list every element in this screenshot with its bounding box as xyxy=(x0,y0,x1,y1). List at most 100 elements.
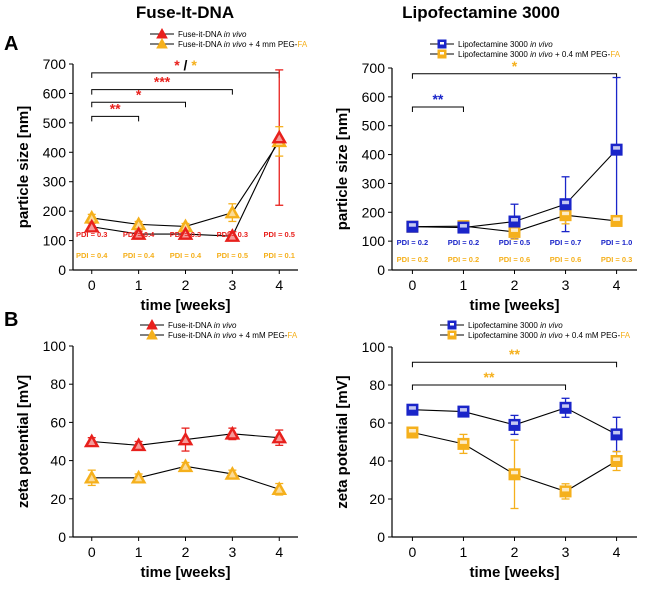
x-tick-label: 1 xyxy=(460,277,468,293)
series-2-point-highlight xyxy=(275,486,283,493)
legend-1-marker-highlight xyxy=(440,42,444,45)
significance-bracket xyxy=(91,101,186,108)
series-2-point-highlight xyxy=(562,211,570,216)
x-tick-label: 1 xyxy=(135,544,143,560)
legend-label-part: Fuse-it-DNA xyxy=(178,40,224,49)
pdi-label: PDI = 0.3 xyxy=(76,230,107,239)
pdi-label: PDI = 0.1 xyxy=(264,251,295,260)
chart-b-fuse-zeta-potential: 0 20 40 60 80 100 0 1 2 3 4 time [weeks] zeta potent… xyxy=(15,318,298,581)
series-2-point-highlight xyxy=(135,221,143,228)
chart-b-lipofectamine-zeta-potential: 0 20 40 60 80 100 0 1 2 3 4 time [weeks] zeta potent… xyxy=(334,320,637,581)
pdi-label: PDI = 0.3 xyxy=(170,230,201,239)
legend-label-part: Fuse-it-DNA xyxy=(168,321,214,330)
legend-label-part: Fuse-it-DNA xyxy=(178,30,224,39)
series-2-point-highlight xyxy=(459,440,467,444)
significance-label: * / * xyxy=(174,57,197,73)
y-tick-label: 0 xyxy=(58,529,66,545)
legend-1-label: Fuse-it-DNA in vivo xyxy=(168,321,237,330)
significance-mark: * xyxy=(191,57,197,73)
series-2-point-highlight xyxy=(228,209,236,217)
series-1-point-highlight xyxy=(182,436,189,444)
legend-2-marker-highlight xyxy=(450,333,454,336)
series-2-point-highlight xyxy=(88,214,96,222)
legend-2-label: Lipofectamine 3000 in vivo + 0.4 mM PEG-… xyxy=(458,50,621,59)
legend-label-part: FA xyxy=(610,50,620,59)
y-axis-label: particle size [nm] xyxy=(15,106,32,229)
x-axis-label: time [weeks] xyxy=(140,564,230,581)
significance-mark: ** xyxy=(432,91,443,107)
y-tick-label: 400 xyxy=(43,144,67,160)
significance-bracket xyxy=(411,73,618,79)
series-2-point-highlight xyxy=(408,429,416,433)
significance-label: ** xyxy=(432,91,443,107)
significance-mark: * xyxy=(136,86,142,102)
pdi-label: PDI = 0.6 xyxy=(499,255,530,264)
pdi-label: PDI = 1.0 xyxy=(601,238,632,247)
significance-bracket xyxy=(411,361,618,368)
legend-2-marker xyxy=(156,37,168,49)
y-tick-label: 600 xyxy=(362,89,386,105)
y-axis-label: particle size [nm] xyxy=(334,108,351,231)
x-tick-label: 0 xyxy=(409,544,417,560)
series-1-point-highlight xyxy=(88,438,96,445)
series-1-point-highlight xyxy=(135,442,143,449)
series-1-point-highlight xyxy=(613,146,621,150)
legend-1-label: Lipofectamine 3000 in vivo xyxy=(468,321,563,330)
significance-label: * xyxy=(136,86,142,102)
pdi-label: PDI = 0.5 xyxy=(217,251,248,260)
significance-mark: ** xyxy=(110,100,121,116)
series-1-point-highlight xyxy=(275,134,283,142)
x-tick-label: 2 xyxy=(182,277,190,293)
series-2-point-highlight xyxy=(88,474,96,482)
series-2-point-highlight xyxy=(135,474,143,482)
y-tick-label: 0 xyxy=(377,262,385,278)
series-1-point-highlight xyxy=(511,421,518,425)
series-1-point-highlight xyxy=(88,223,96,231)
series-1-point-highlight xyxy=(228,430,236,438)
series-1-point-highlight xyxy=(562,200,570,205)
legend-2-label: Lipofectamine 3000 in vivo + 0.4 mM PEG-… xyxy=(468,331,631,340)
series-1-point-highlight xyxy=(275,434,283,442)
x-axis-label: time [weeks] xyxy=(140,297,230,314)
pdi-label: PDI = 0.7 xyxy=(550,238,581,247)
series-1-point-highlight xyxy=(408,406,416,410)
y-tick-label: 40 xyxy=(369,453,385,469)
legend-label-part: + 0.4 mM PEG- xyxy=(563,331,621,340)
pdi-label: PDI = 0.4 xyxy=(123,230,155,239)
y-tick-label: 700 xyxy=(43,56,67,72)
series-1-point-highlight xyxy=(613,430,621,435)
x-tick-label: 3 xyxy=(228,277,236,293)
legend-1-label: Lipofectamine 3000 in vivo xyxy=(458,40,553,49)
column-title-lipofectamine: Lipofectamine 3000 xyxy=(402,3,560,22)
series-2-line xyxy=(91,141,280,227)
x-tick-label: 4 xyxy=(275,277,283,293)
y-tick-label: 200 xyxy=(362,204,386,220)
series-2-point-highlight xyxy=(511,470,518,475)
pdi-label: PDI = 0.5 xyxy=(264,230,295,239)
legend-2-label: Fuse-it-DNA in vivo + 4 mM PEG-FA xyxy=(168,331,298,340)
series-2-point-highlight xyxy=(562,487,570,492)
y-tick-label: 20 xyxy=(369,491,385,507)
legend-label-part: FA xyxy=(297,40,307,49)
legend-label-part: Lipofectamine 3000 xyxy=(458,40,530,49)
pdi-label: PDI = 0.4 xyxy=(76,251,108,260)
y-tick-label: 100 xyxy=(43,338,67,354)
significance-mark: * xyxy=(512,58,518,74)
y-tick-label: 40 xyxy=(50,453,66,469)
legend-1-marker-highlight xyxy=(450,323,454,326)
x-tick-label: 0 xyxy=(88,544,96,560)
legend-label-part: in vivo xyxy=(530,50,553,59)
column-title-fuse: Fuse-It-DNA xyxy=(136,3,234,22)
series-1-point-highlight xyxy=(459,408,467,412)
y-tick-label: 500 xyxy=(362,118,386,134)
significance-bracket xyxy=(411,384,567,390)
x-tick-label: 4 xyxy=(613,277,621,293)
legend-label-part: Lipofectamine 3000 xyxy=(468,331,540,340)
y-axis-label: zeta potential [mV] xyxy=(15,375,32,508)
legend-label-part: + 4 mm PEG- xyxy=(246,40,297,49)
y-tick-label: 400 xyxy=(362,147,386,163)
panel-label-b: B xyxy=(4,309,18,331)
y-tick-label: 100 xyxy=(362,339,386,355)
series-2-point-highlight xyxy=(182,463,189,470)
